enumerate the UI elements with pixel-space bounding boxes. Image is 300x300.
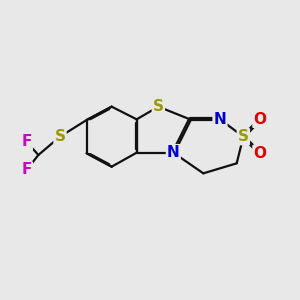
Text: N: N <box>214 112 226 127</box>
Text: S: S <box>153 99 164 114</box>
Text: O: O <box>254 112 266 127</box>
Text: F: F <box>22 134 32 149</box>
Text: F: F <box>22 163 32 178</box>
Text: S: S <box>55 129 65 144</box>
Text: S: S <box>238 129 249 144</box>
Text: N: N <box>167 145 180 160</box>
Text: O: O <box>254 146 266 161</box>
